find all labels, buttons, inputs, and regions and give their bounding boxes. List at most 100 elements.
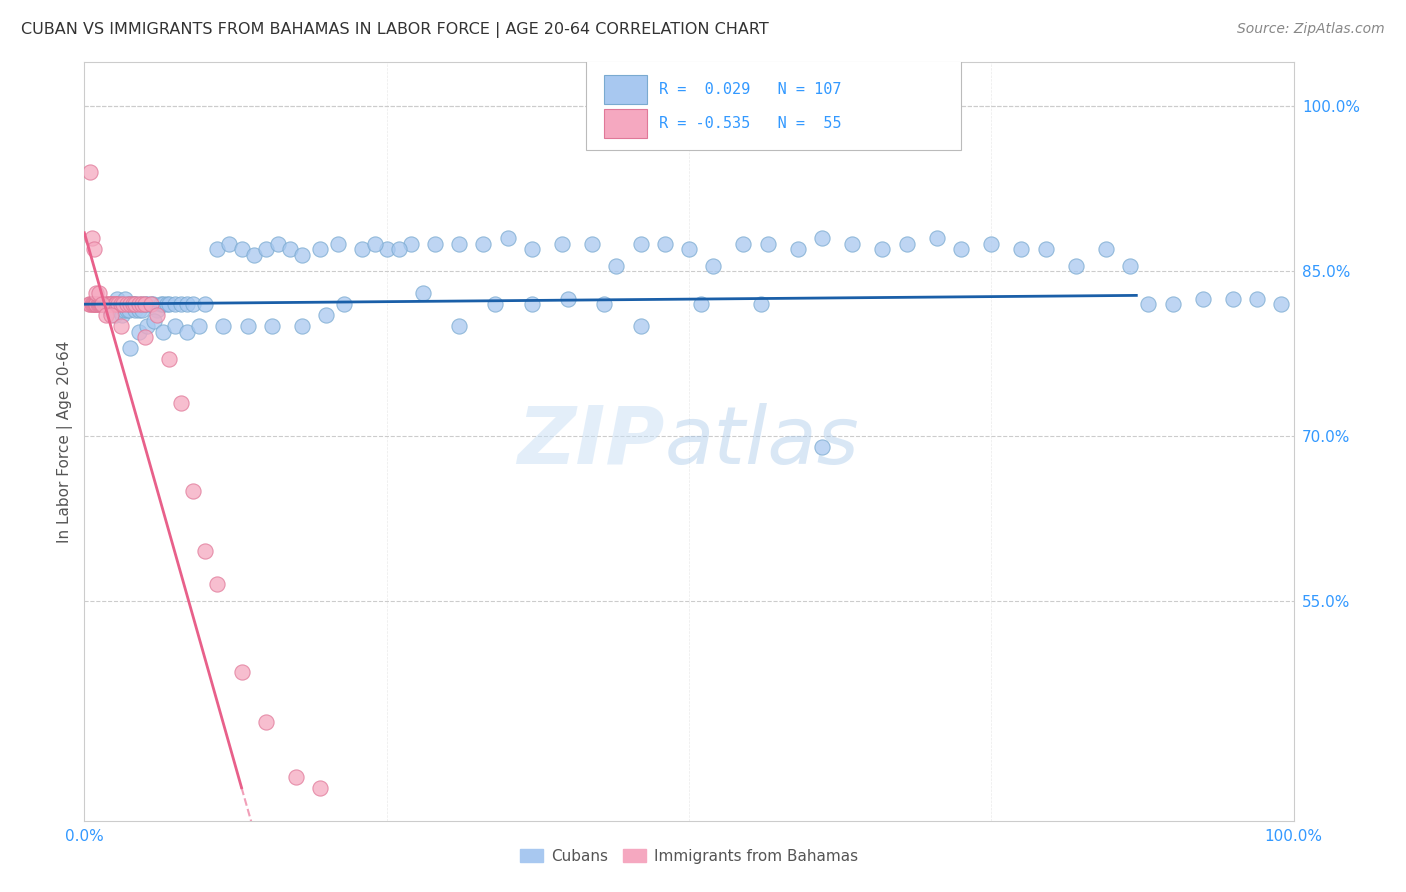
Point (254, 714, 277, 729)
Point (925, 231, 948, 245)
Point (121, 297, 143, 311)
Point (309, 242, 332, 256)
Point (1035, 242, 1057, 256)
Point (84, 297, 107, 311)
Point (352, 242, 374, 256)
Point (90, 297, 112, 311)
Point (107, 297, 129, 311)
Point (170, 396, 193, 410)
Point (91, 297, 114, 311)
Point (97, 297, 120, 311)
Point (811, 231, 834, 245)
Point (115, 302, 138, 317)
Point (134, 297, 156, 311)
Bar (605, 110, 647, 138)
Point (120, 297, 142, 311)
Point (104, 297, 127, 311)
Point (363, 236, 385, 251)
Point (139, 297, 162, 311)
Text: ZIP: ZIP (517, 402, 665, 481)
Point (212, 319, 235, 334)
Point (152, 297, 174, 311)
Point (399, 236, 422, 251)
Point (690, 297, 713, 311)
Point (267, 236, 290, 251)
Point (136, 297, 159, 311)
Point (131, 302, 153, 317)
Text: R = -0.535   N =  55: R = -0.535 N = 55 (659, 116, 841, 131)
Point (120, 341, 142, 355)
Point (108, 302, 131, 317)
Point (170, 297, 193, 311)
Point (104, 297, 127, 311)
Point (1161, 297, 1184, 311)
Point (896, 236, 918, 251)
Point (181, 297, 204, 311)
FancyBboxPatch shape (586, 59, 962, 150)
Point (105, 292, 128, 306)
Point (157, 352, 180, 367)
Point (449, 319, 471, 334)
Point (86, 286, 108, 301)
Point (207, 577, 229, 591)
Legend: Cubans, Immigrants from Bahamas: Cubans, Immigrants from Bahamas (515, 843, 863, 870)
Point (86, 297, 108, 311)
Point (129, 297, 152, 311)
Point (111, 308, 134, 322)
Point (86, 297, 108, 311)
Point (98, 297, 121, 311)
Point (104, 308, 127, 322)
Point (678, 242, 700, 256)
Point (194, 297, 217, 311)
Text: Source: ZipAtlas.com: Source: ZipAtlas.com (1237, 22, 1385, 37)
Point (980, 236, 1002, 251)
Point (112, 297, 135, 311)
Point (254, 242, 277, 256)
Y-axis label: In Labor Force | Age 20-64: In Labor Force | Age 20-64 (58, 341, 73, 542)
Point (152, 325, 174, 339)
Point (86, 297, 108, 311)
Point (128, 302, 150, 317)
Point (333, 297, 356, 311)
Point (472, 236, 495, 251)
Point (176, 325, 198, 339)
Point (188, 319, 211, 334)
Point (94, 297, 117, 311)
Point (496, 231, 519, 245)
Point (181, 483, 204, 498)
Point (100, 308, 122, 322)
Point (91, 297, 114, 311)
Point (107, 297, 129, 311)
Point (630, 319, 652, 334)
Point (118, 302, 141, 317)
Point (77, 297, 100, 311)
Point (412, 286, 434, 301)
Point (157, 297, 180, 311)
Point (79, 297, 101, 311)
Point (80, 231, 103, 245)
Point (87, 297, 110, 311)
Point (134, 297, 156, 311)
Point (1270, 297, 1292, 311)
Point (100, 297, 122, 311)
Point (284, 770, 308, 784)
Point (520, 242, 543, 256)
Point (751, 297, 773, 311)
Point (423, 236, 446, 251)
Point (165, 319, 187, 334)
Point (101, 297, 124, 311)
Point (375, 242, 398, 256)
Point (1095, 242, 1118, 256)
Text: atlas: atlas (665, 402, 859, 481)
Point (136, 319, 159, 334)
Point (120, 297, 142, 311)
Point (115, 297, 138, 311)
Point (484, 297, 506, 311)
Point (1222, 292, 1244, 306)
Point (278, 242, 301, 256)
Point (950, 242, 973, 256)
Point (291, 319, 314, 334)
Point (83, 242, 105, 256)
Point (841, 236, 863, 251)
Point (82, 297, 104, 311)
